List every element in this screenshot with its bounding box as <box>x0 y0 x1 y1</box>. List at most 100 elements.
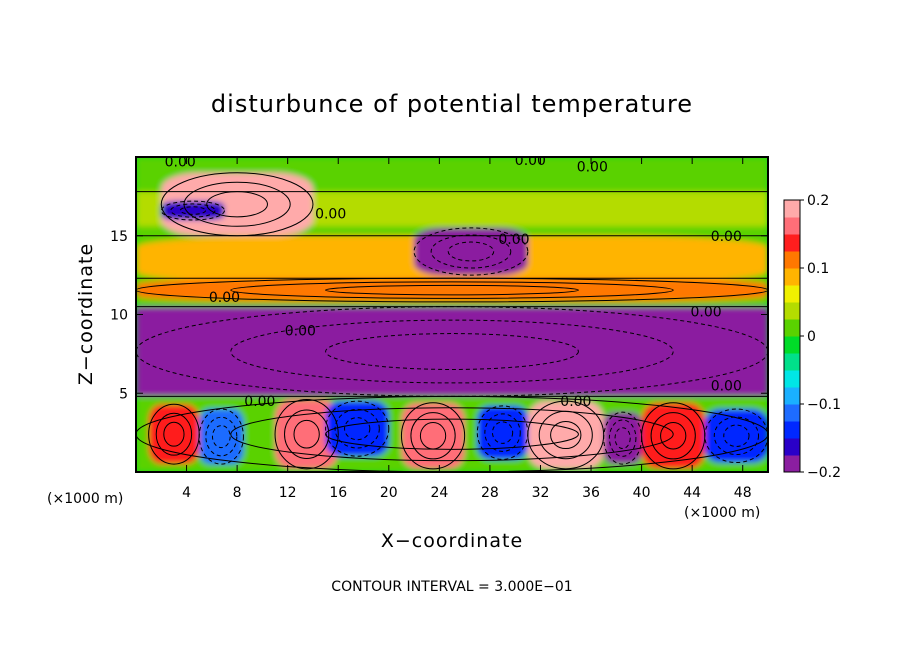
colorbar-bin <box>784 336 800 354</box>
contour-line <box>160 200 225 221</box>
colorbar-tick-label: −0.1 <box>807 397 841 413</box>
colorbar-bin <box>784 319 800 337</box>
contour-line <box>325 400 390 457</box>
colorbar-bin <box>784 234 800 252</box>
colorbar-bin <box>784 268 800 286</box>
x-tick-label: 48 <box>734 485 752 501</box>
x-tick-label: 20 <box>380 485 398 501</box>
contour-lines <box>136 157 768 472</box>
x-tick-label: 12 <box>279 485 297 501</box>
contour-line <box>274 399 339 470</box>
contour-line <box>198 408 244 465</box>
contour-label: 0.00 <box>690 304 721 320</box>
colorbar-tick-label: 0.2 <box>807 193 829 209</box>
contour-line <box>230 319 674 384</box>
contour-label: 0.00 <box>209 290 240 306</box>
contour-label: 0.00 <box>515 153 546 169</box>
colorbar-bin <box>784 455 800 473</box>
colorbar-bin <box>784 387 800 405</box>
x-tick-label: 8 <box>233 485 242 501</box>
x-tick-label: 16 <box>329 485 347 501</box>
colorbar-bin <box>784 285 800 303</box>
contour-line <box>550 420 582 450</box>
contour-line <box>614 427 631 450</box>
contour-label: 0.00 <box>711 378 742 394</box>
contour-line <box>211 425 231 449</box>
contour-line <box>230 281 674 299</box>
colorbar-tick-label: 0.1 <box>807 261 829 277</box>
contour-line <box>293 419 320 449</box>
colorbar-bin <box>784 217 800 235</box>
contour-line <box>155 412 193 456</box>
x-tick-label: 44 <box>683 485 701 501</box>
x-tick-label: 32 <box>532 485 550 501</box>
colorbar-bin <box>784 421 800 439</box>
colorbar-bin <box>784 438 800 456</box>
colorbar-bin <box>784 353 800 371</box>
colorbar-bin <box>784 302 800 320</box>
contour-label: 0.00 <box>711 229 742 245</box>
contour-labels: 0.00 0.00 0.00 0.00 0.00 0.00 0.00 0.00 0.00 0.00… <box>165 153 742 410</box>
contour-line <box>325 418 579 450</box>
contour-line <box>723 424 750 447</box>
x-tick-label: 40 <box>633 485 651 501</box>
contour-label: 0.00 <box>244 394 275 410</box>
contour-label: 0.00 <box>315 207 346 223</box>
contour-line <box>163 421 185 447</box>
field-region <box>136 306 768 397</box>
y-tick-label: 5 <box>119 386 128 402</box>
contour-line <box>650 412 696 460</box>
x-axis-label: X−coordinate <box>381 530 523 552</box>
x-axis-ticks: 4 8 12 16 20 24 28 32 36 40 44 48 <box>182 157 752 501</box>
y-axis-ticks: 5 10 15 <box>110 229 768 402</box>
contour-line <box>538 410 593 460</box>
contour-label: 0.00 <box>560 394 591 410</box>
colorbar-bin <box>784 404 800 422</box>
plot-area: 0.00 0.00 0.00 0.00 0.00 0.00 0.00 0.00 0.00 0.00… <box>136 153 768 472</box>
contour-line <box>447 241 495 262</box>
colorbar-tick-label: 0 <box>807 329 816 345</box>
colorbar-bins <box>784 200 800 473</box>
contour-line <box>608 419 637 457</box>
contour-line <box>704 408 768 464</box>
y-tick-label: 10 <box>110 308 128 324</box>
contour-line <box>230 407 674 462</box>
colorbar-bin <box>784 370 800 388</box>
x-unit-label: (×1000 m) <box>47 491 123 507</box>
x-tick-label: 36 <box>582 485 600 501</box>
contour-label: 0.00 <box>498 232 529 248</box>
chart-title: disturbunce of potential temperature <box>211 90 693 118</box>
contour-line <box>484 413 521 452</box>
contour-line <box>284 409 330 459</box>
contour-line <box>400 402 466 470</box>
y-unit-label: (×1000 m) <box>684 505 760 521</box>
contour-line <box>325 284 579 296</box>
contour-line <box>334 408 380 449</box>
colorbar-tick-label: −0.2 <box>807 465 841 481</box>
y-tick-label: 15 <box>110 229 128 245</box>
colorbar-bin <box>784 200 800 218</box>
contour-line <box>410 412 456 460</box>
x-tick-label: 28 <box>481 485 499 501</box>
y-axis-label: Z−coordinate <box>75 243 97 385</box>
contour-line <box>713 416 760 456</box>
contour-line <box>170 203 216 218</box>
contour-label: 0.00 <box>285 323 316 339</box>
contour-label: 0.00 <box>165 155 196 171</box>
contour-line <box>205 416 238 457</box>
contour-line <box>491 421 514 444</box>
contour-line <box>419 422 447 450</box>
contour-line <box>325 333 579 370</box>
colorbar: 0.2 0.1 0 −0.1 −0.2 <box>783 193 841 481</box>
contour-line <box>660 422 687 450</box>
contour-line <box>179 206 207 215</box>
x-tick-label: 4 <box>182 485 191 501</box>
contour-line <box>344 417 371 441</box>
contour-line <box>413 227 529 276</box>
contour-line <box>430 234 512 269</box>
contour-interval-note: CONTOUR INTERVAL = 3.000E−01 <box>331 579 572 595</box>
colorbar-ticks: 0.2 0.1 0 −0.1 −0.2 <box>800 193 841 481</box>
contour-label: 0.00 <box>577 159 608 175</box>
colorbar-bin <box>784 251 800 269</box>
